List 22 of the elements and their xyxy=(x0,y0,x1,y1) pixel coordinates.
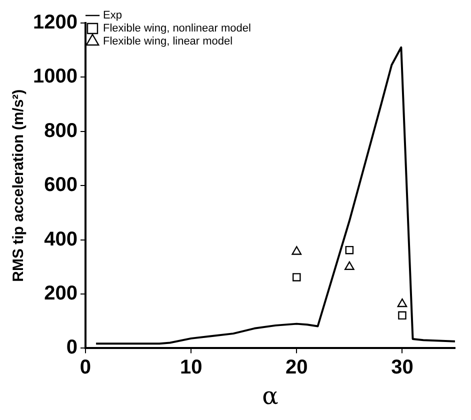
point xyxy=(292,273,301,282)
y-tick-label: 1200 xyxy=(32,12,78,34)
y-tick-label: 200 xyxy=(44,282,78,305)
point xyxy=(292,246,302,255)
point xyxy=(344,261,354,270)
y-tick-label: 800 xyxy=(44,120,78,142)
point xyxy=(397,298,408,308)
point xyxy=(398,311,406,320)
y-tick-label: 400 xyxy=(44,228,78,250)
x-tick-label: 20 xyxy=(286,356,308,379)
y-tick-label: 0 xyxy=(66,336,78,359)
x-tick-label: 30 xyxy=(391,356,414,379)
x-axis-title: α xyxy=(262,382,278,410)
legend-label: Exp xyxy=(102,10,122,22)
x-tick-label: 10 xyxy=(180,356,202,379)
x-tick-label: 0 xyxy=(80,356,92,379)
y-axis-title: RMS tip acceleration (m/s²) xyxy=(10,89,28,282)
y-tick-label: 600 xyxy=(44,174,78,196)
legend-label: Flexible wing, linear model xyxy=(102,36,233,48)
y-tick-label: 1000 xyxy=(32,66,78,88)
point xyxy=(345,246,354,254)
legend-label: Flexible wing, nonlinear model xyxy=(102,22,251,35)
